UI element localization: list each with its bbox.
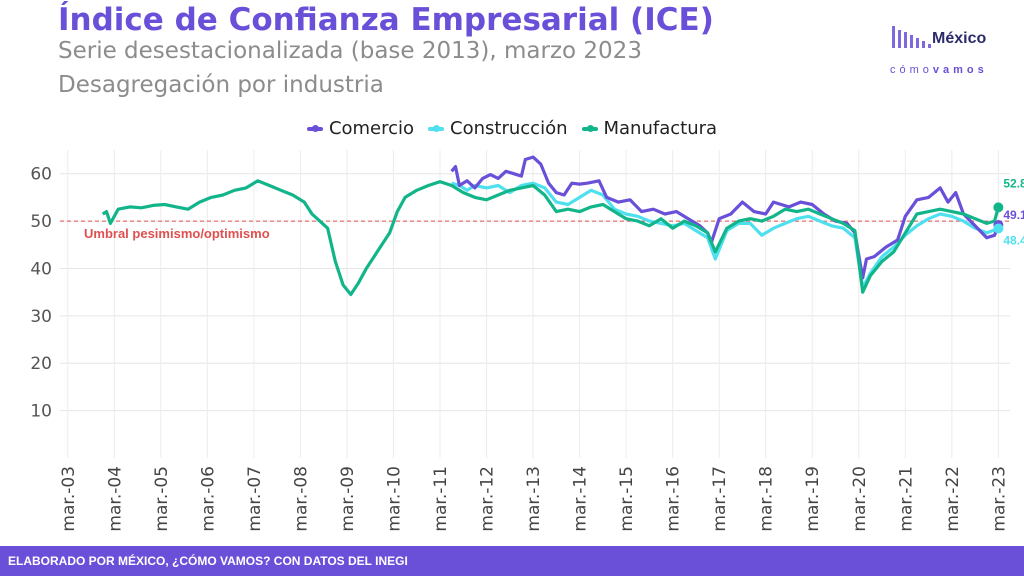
legend-item: Comercio — [306, 118, 415, 139]
series-line-manufactura — [101, 179, 1000, 297]
x-tick-label: mar.-04 — [105, 466, 125, 532]
logo-tagline: cómovamos — [890, 64, 988, 76]
logo-word: México — [932, 30, 987, 47]
legend-swatch-icon — [428, 124, 445, 132]
page-subtitle-2: Desagregación por industria — [58, 72, 384, 98]
x-tick-label: mar.-17 — [710, 466, 730, 532]
x-tick-label: mar.-05 — [152, 466, 172, 532]
end-value-label: 52.89 — [1003, 176, 1024, 190]
line-chart: 10 20 30 40 50 60 mar.-03 mar.-04 mar.-05 mar.-06… — [30, 150, 1024, 532]
x-tick-label: mar.-07 — [245, 466, 265, 532]
y-tick-label: 10 — [30, 402, 52, 422]
x-tick-label: mar.-10 — [384, 466, 404, 532]
x-tick-label: mar.-18 — [757, 466, 777, 532]
y-tick-label: 40 — [30, 259, 52, 279]
x-tick-label: mar.-03 — [59, 466, 79, 532]
page-subtitle: Serie desestacionalizada (base 2013), ma… — [58, 38, 642, 64]
x-tick-label: mar.-19 — [803, 466, 823, 532]
legend-label: Construcción — [450, 118, 568, 139]
legend-label: Manufactura — [603, 118, 718, 139]
x-tick-label: mar.-23 — [989, 466, 1009, 532]
legend-item: Construcción — [428, 118, 568, 139]
threshold-label: Umbral pesimismo/optimismo — [84, 226, 270, 241]
legend-swatch-icon — [306, 124, 323, 132]
legend-item: Manufactura — [581, 118, 718, 139]
x-tick-label: mar.-15 — [617, 466, 637, 532]
end-value-label: 48.44 — [1003, 233, 1024, 247]
end-value-label: 49.16 — [1003, 208, 1024, 222]
end-point-marker — [993, 202, 1004, 213]
x-tick-label: mar.-09 — [338, 466, 358, 532]
x-tick-label: mar.-22 — [943, 466, 963, 532]
chart-legend: Comercio Construcción Manufactura — [0, 118, 1024, 139]
y-tick-label: 50 — [30, 212, 52, 232]
y-tick-label: 30 — [30, 307, 52, 327]
x-tick-label: mar.-16 — [664, 466, 684, 532]
footer-text: ELABORADO POR MÉXICO, ¿CÓMO VAMOS? CON D… — [8, 554, 408, 568]
x-tick-label: mar.-13 — [524, 466, 544, 532]
x-tick-label: mar.-06 — [198, 466, 218, 532]
x-tick-label: mar.-20 — [850, 466, 870, 532]
end-point-marker — [993, 223, 1004, 234]
x-tick-label: mar.-21 — [896, 466, 916, 532]
footer-bar: ELABORADO POR MÉXICO, ¿CÓMO VAMOS? CON D… — [0, 546, 1024, 576]
legend-swatch-icon — [581, 124, 598, 132]
x-tick-label: mar.-12 — [478, 466, 498, 532]
logo-bars-icon — [892, 26, 931, 48]
x-tick-label: mar.-14 — [571, 466, 591, 532]
y-tick-label: 20 — [30, 354, 52, 374]
x-tick-label: mar.-11 — [431, 466, 451, 532]
x-tick-label: mar.-08 — [291, 466, 311, 532]
page-title: Índice de Confianza Empresarial (ICE) — [58, 2, 714, 38]
legend-label: Comercio — [328, 118, 415, 139]
y-tick-label: 60 — [30, 165, 52, 185]
